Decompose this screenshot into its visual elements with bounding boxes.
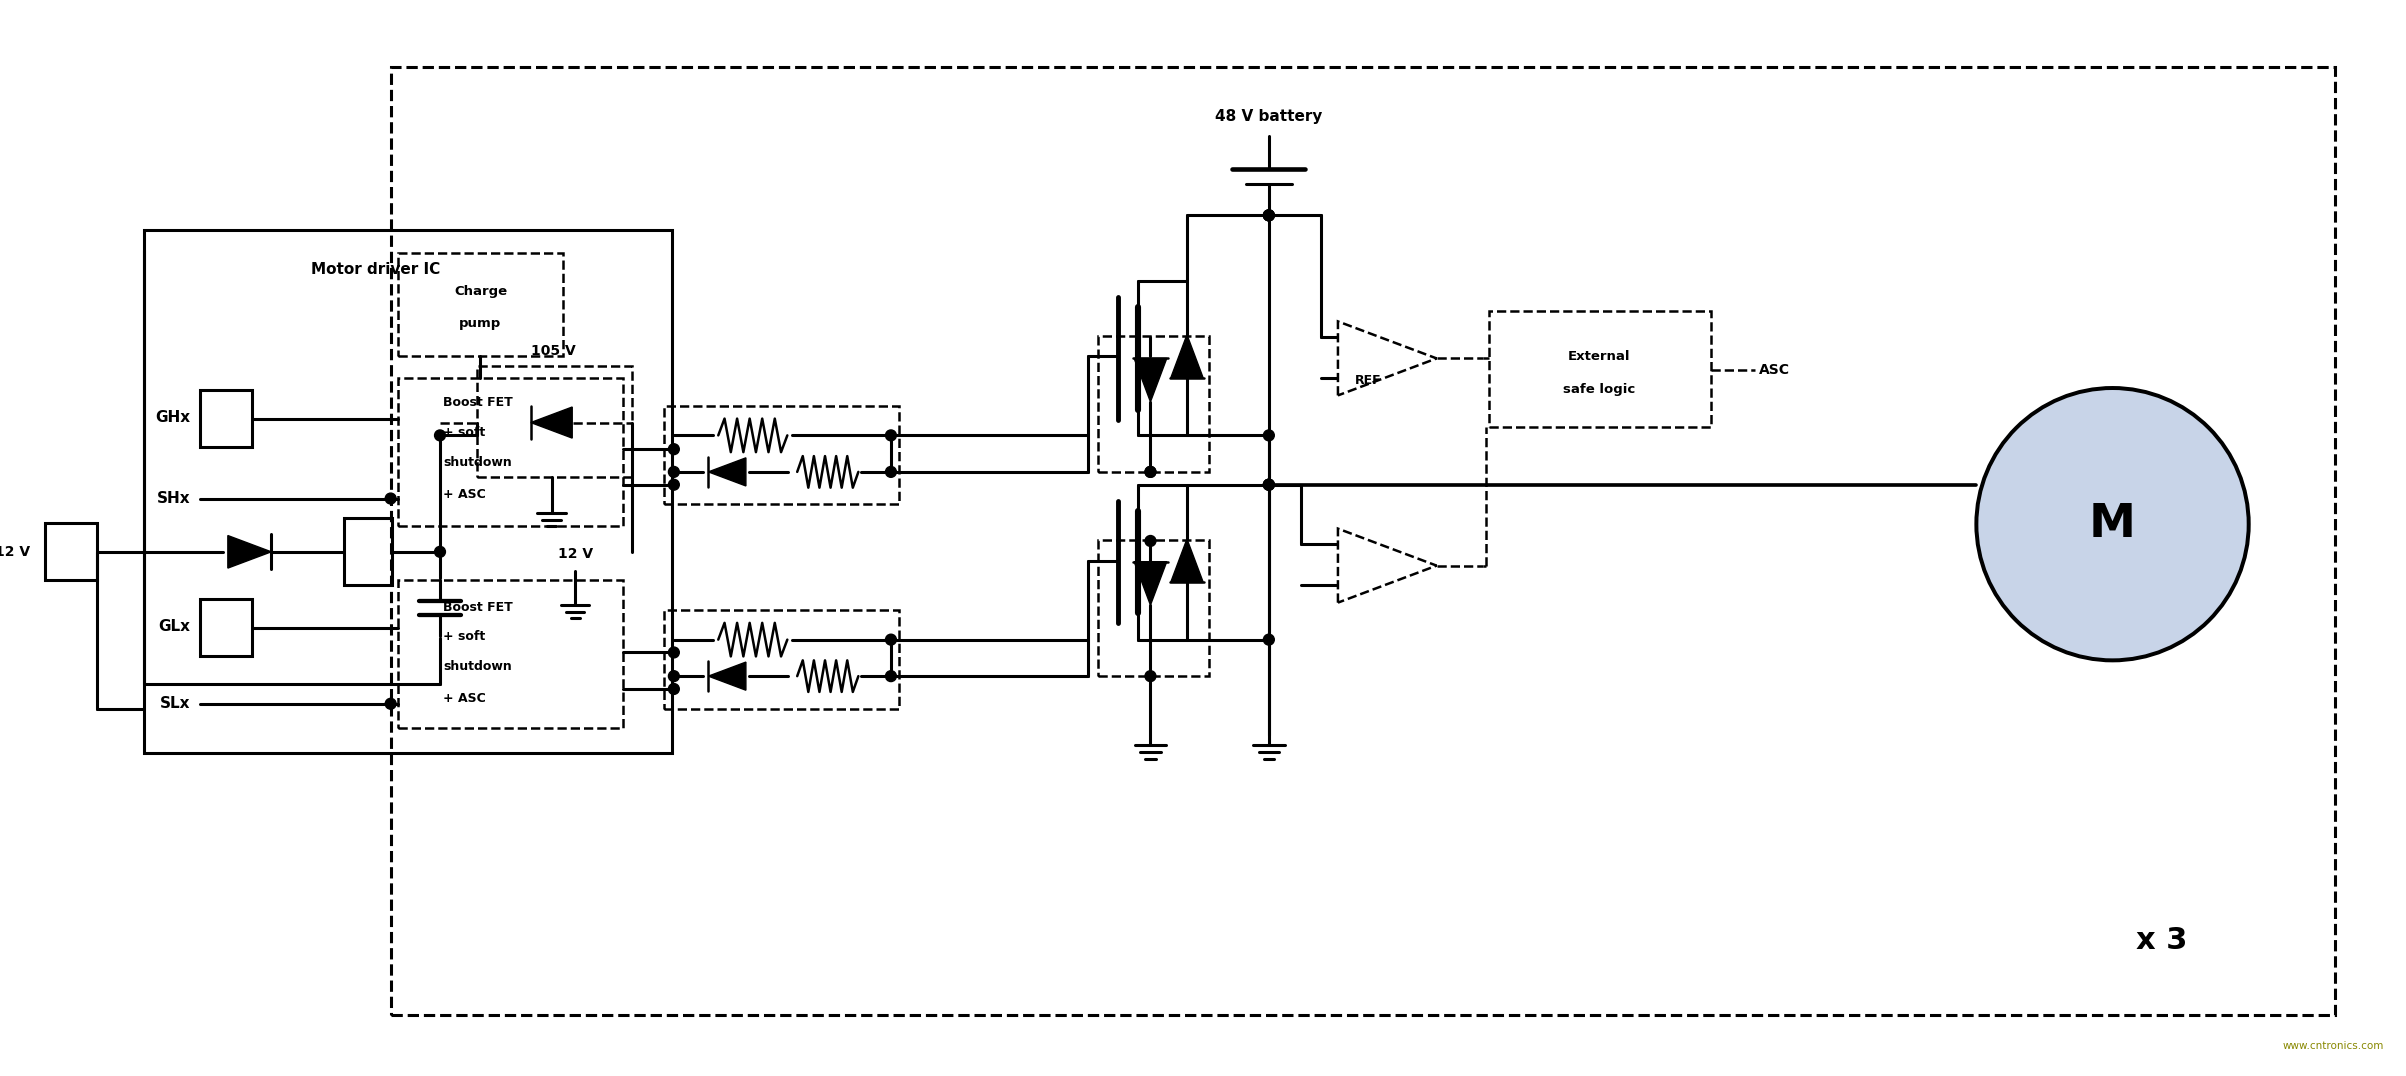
Polygon shape [532,407,573,438]
Circle shape [435,547,445,557]
Text: SHx: SHx [156,491,190,506]
Circle shape [1145,467,1155,478]
Circle shape [885,467,897,478]
Polygon shape [1133,358,1167,401]
Text: Motor driver IC: Motor driver IC [310,263,440,278]
Circle shape [1975,388,2250,661]
Text: + ASC: + ASC [443,692,486,706]
Circle shape [669,467,678,478]
Bar [397,378,623,526]
Circle shape [1263,210,1275,221]
Circle shape [669,647,678,657]
Polygon shape [1338,322,1436,395]
Polygon shape [1172,539,1203,582]
Text: shutdown: shutdown [443,455,512,468]
Circle shape [1263,479,1275,491]
Polygon shape [229,536,272,568]
Bar [1097,336,1208,472]
Text: shutdown: shutdown [443,660,512,672]
Circle shape [1263,479,1275,491]
Bar [144,230,671,753]
Circle shape [1263,210,1275,221]
Circle shape [669,670,678,681]
Polygon shape [1172,335,1203,378]
Polygon shape [1133,562,1167,605]
Bar [397,253,563,356]
Circle shape [885,634,897,646]
Text: 48 V battery: 48 V battery [1215,109,1323,124]
Text: safe logic: safe logic [1564,383,1636,396]
Text: Charge: Charge [455,285,508,298]
Text: Boost FET: Boost FET [443,600,512,613]
Text: + soft: + soft [443,631,486,643]
Circle shape [1263,634,1275,646]
Bar [390,68,2334,1015]
Bar [344,519,392,585]
Bar [664,610,900,709]
Circle shape [1263,210,1275,221]
Bar [1489,311,1711,427]
Text: 105 V: 105 V [532,343,575,357]
Text: + ASC: + ASC [443,489,486,501]
Bar [397,580,623,728]
Circle shape [1145,467,1155,478]
Text: GLx: GLx [159,620,190,635]
Text: Boost FET: Boost FET [443,396,512,409]
Text: + soft: + soft [443,426,486,439]
Circle shape [1263,430,1275,441]
Circle shape [435,430,445,441]
Text: x 3: x 3 [2137,926,2187,955]
Circle shape [1145,670,1155,681]
Circle shape [669,479,678,491]
Polygon shape [707,662,746,690]
Circle shape [1263,479,1275,491]
Text: M: M [2088,501,2137,547]
Circle shape [669,683,678,694]
Bar [200,390,253,448]
Text: ASC: ASC [1759,364,1790,378]
Bar [664,406,900,505]
Circle shape [885,430,897,441]
Polygon shape [1338,528,1436,603]
Circle shape [1145,536,1155,547]
Text: 12 V: 12 V [0,544,31,558]
Text: www.cntronics.com: www.cntronics.com [2283,1042,2384,1051]
Polygon shape [707,457,746,486]
Bar [200,599,253,656]
Circle shape [385,698,397,709]
Circle shape [885,670,897,681]
Text: GHx: GHx [156,410,190,425]
Text: REF: REF [1355,373,1381,386]
Text: pump: pump [460,317,500,330]
Bar [46,523,96,580]
Text: SLx: SLx [159,696,190,711]
Circle shape [669,443,678,455]
Bar [1097,540,1208,676]
Bar [476,366,633,477]
Text: External: External [1569,350,1631,363]
Text: 12 V: 12 V [558,547,592,561]
Circle shape [385,493,397,504]
